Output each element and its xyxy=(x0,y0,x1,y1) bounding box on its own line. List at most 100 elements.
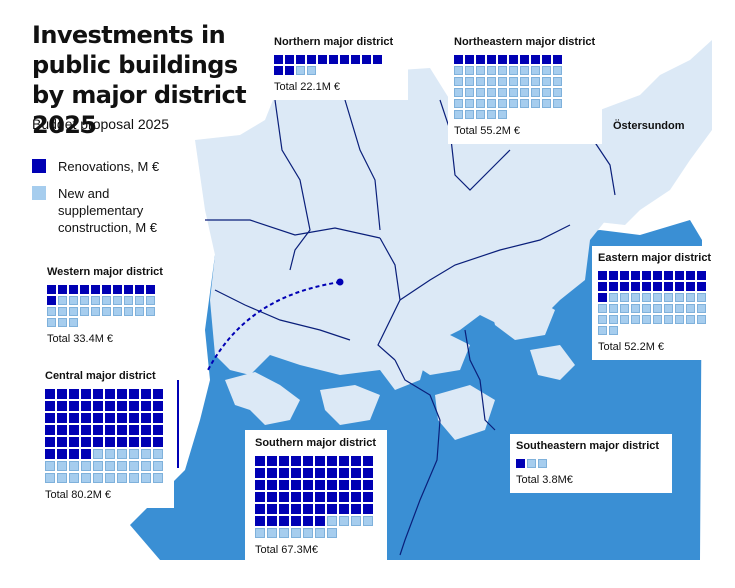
waffle-square-renovations xyxy=(598,282,607,291)
waffle-square-renovations xyxy=(57,437,67,447)
district-name: Central major district xyxy=(45,370,156,382)
waffle-square-renovations xyxy=(255,492,265,502)
waffle-square-new-construction xyxy=(653,304,662,313)
waffle-square-new-construction xyxy=(363,516,373,526)
waffle-square-new-construction xyxy=(620,304,629,313)
waffle-square-new-construction xyxy=(58,318,67,327)
waffle-square-new-construction xyxy=(531,77,540,86)
waffle-square-renovations xyxy=(91,285,100,294)
waffle-square-new-construction xyxy=(129,461,139,471)
waffle-square-renovations xyxy=(465,55,474,64)
waffle-square-renovations xyxy=(315,468,325,478)
waffle-square-renovations xyxy=(291,492,301,502)
waffle-square-new-construction xyxy=(520,99,529,108)
panel-northeastern: Northeastern major district Total 55.2M … xyxy=(448,30,602,144)
waffle-square-renovations xyxy=(303,492,313,502)
waffle-square-renovations xyxy=(339,468,349,478)
district-total: Total 33.4M € xyxy=(47,333,114,345)
waffle-square-new-construction xyxy=(58,296,67,305)
waffle-square-renovations xyxy=(69,425,79,435)
waffle-square-new-construction xyxy=(146,296,155,305)
waffle-square-renovations xyxy=(291,516,301,526)
waffle-square-renovations xyxy=(141,413,151,423)
waffle-square-renovations xyxy=(81,413,91,423)
waffle-square-renovations xyxy=(69,413,79,423)
waffle-square-renovations xyxy=(339,480,349,490)
waffle-square-new-construction xyxy=(91,296,100,305)
waffle-square-new-construction xyxy=(279,528,289,538)
waffle-square-renovations xyxy=(454,55,463,64)
waffle-square-renovations xyxy=(697,271,706,280)
waffle-square-new-construction xyxy=(653,315,662,324)
waffle-square-renovations xyxy=(303,516,313,526)
waffle-square-new-construction xyxy=(487,110,496,119)
waffle-grid xyxy=(516,459,666,468)
waffle-square-renovations xyxy=(117,413,127,423)
waffle-square-renovations xyxy=(69,401,79,411)
waffle-square-renovations xyxy=(291,456,301,466)
waffle-square-new-construction xyxy=(509,99,518,108)
waffle-square-new-construction xyxy=(58,307,67,316)
waffle-square-new-construction xyxy=(141,461,151,471)
waffle-square-renovations xyxy=(93,401,103,411)
waffle-square-new-construction xyxy=(81,473,91,483)
legend-label: Renovations, M € xyxy=(58,159,160,174)
waffle-square-new-construction xyxy=(531,88,540,97)
waffle-square-renovations xyxy=(105,401,115,411)
waffle-square-renovations xyxy=(81,401,91,411)
waffle-square-renovations xyxy=(93,425,103,435)
waffle-square-renovations xyxy=(363,456,373,466)
waffle-square-renovations xyxy=(315,480,325,490)
waffle-square-new-construction xyxy=(93,461,103,471)
waffle-square-renovations xyxy=(664,271,673,280)
waffle-square-renovations xyxy=(340,55,349,64)
waffle-square-new-construction xyxy=(315,528,325,538)
waffle-square-renovations xyxy=(351,55,360,64)
waffle-square-new-construction xyxy=(675,304,684,313)
waffle-square-renovations xyxy=(553,55,562,64)
waffle-square-new-construction xyxy=(675,315,684,324)
waffle-square-renovations xyxy=(129,437,139,447)
waffle-square-new-construction xyxy=(542,88,551,97)
waffle-square-renovations xyxy=(542,55,551,64)
waffle-square-renovations xyxy=(80,285,89,294)
waffle-square-new-construction xyxy=(105,461,115,471)
waffle-square-renovations xyxy=(69,449,79,459)
waffle-square-new-construction xyxy=(686,304,695,313)
waffle-square-renovations xyxy=(291,468,301,478)
district-total: Total 67.3M€ xyxy=(255,544,318,556)
waffle-square-new-construction xyxy=(598,315,607,324)
waffle-square-renovations xyxy=(675,271,684,280)
waffle-square-new-construction xyxy=(454,88,463,97)
waffle-square-new-construction xyxy=(102,296,111,305)
waffle-square-new-construction xyxy=(296,66,305,75)
waffle-square-renovations xyxy=(520,55,529,64)
waffle-square-new-construction xyxy=(465,88,474,97)
waffle-square-new-construction xyxy=(609,315,618,324)
waffle-square-new-construction xyxy=(117,473,127,483)
waffle-square-renovations xyxy=(105,425,115,435)
island xyxy=(320,385,380,425)
waffle-square-renovations xyxy=(303,456,313,466)
waffle-square-renovations xyxy=(675,282,684,291)
district-name: Southeastern major district xyxy=(516,440,660,452)
district-name: Eastern major district xyxy=(598,252,712,264)
waffle-square-new-construction xyxy=(642,304,651,313)
legend-label: New and supplementary construction, M € xyxy=(58,186,157,235)
waffle-square-renovations xyxy=(47,285,56,294)
waffle-square-renovations xyxy=(129,389,139,399)
waffle-square-renovations xyxy=(363,468,373,478)
waffle-square-renovations xyxy=(141,437,151,447)
waffle-square-new-construction xyxy=(609,293,618,302)
waffle-square-renovations xyxy=(124,285,133,294)
waffle-square-renovations xyxy=(516,459,525,468)
island xyxy=(225,372,300,425)
waffle-square-new-construction xyxy=(141,473,151,483)
waffle-grid xyxy=(47,285,169,327)
waffle-square-new-construction xyxy=(124,307,133,316)
waffle-square-new-construction xyxy=(697,293,706,302)
waffle-square-new-construction xyxy=(454,66,463,75)
waffle-square-renovations xyxy=(351,480,361,490)
waffle-square-renovations xyxy=(153,389,163,399)
waffle-square-renovations xyxy=(363,480,373,490)
